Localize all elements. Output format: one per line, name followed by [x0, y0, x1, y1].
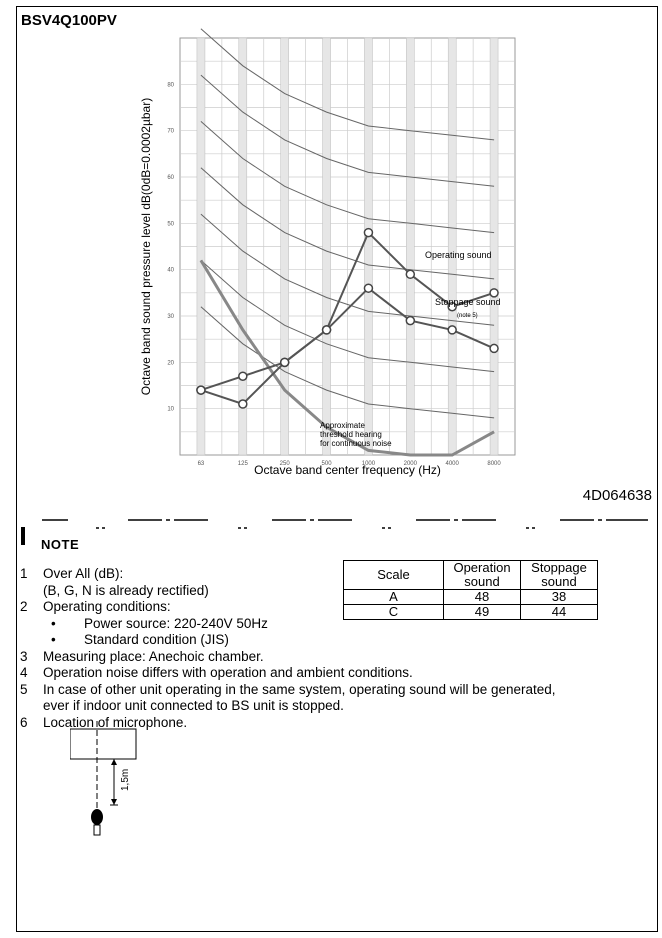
note-item: 2 Operating conditions:: [20, 599, 171, 614]
data-point: [447, 325, 457, 335]
data-point: [238, 371, 248, 381]
data-point: [363, 283, 374, 293]
band-column: [196, 37, 206, 456]
nc-curve: [200, 167, 495, 280]
table-cell: 49: [443, 604, 521, 620]
band-column: [238, 37, 248, 456]
x-tick-label: 4000: [446, 461, 460, 467]
annotation-operating: Operating sound: [425, 250, 492, 260]
note-item: 3 Measuring place: Anechoic chamber.: [20, 648, 264, 664]
threshold-curve: [199, 259, 495, 457]
x-axis-label: Octave band center frequency (Hz): [254, 463, 441, 477]
sound-chart: 63 125 250 500 1000 2000 4000 8000 10 20 30 40 50 60 7…: [139, 28, 516, 477]
annotation-stoppage: Stoppage sound: [435, 297, 501, 307]
y-axis-label: Octave band sound pressure level dB(0dB=…: [139, 98, 153, 395]
data-point: [196, 385, 206, 395]
data-point: [238, 399, 248, 409]
nc-curve: [200, 121, 495, 234]
data-point: [405, 315, 416, 326]
note-item: 1 Over All (dB):: [20, 566, 124, 581]
nc-curve: [200, 306, 495, 419]
x-tick-label: 1000: [362, 461, 376, 467]
y-tick-label: 70: [167, 129, 174, 135]
table-row: C 49 44: [343, 604, 598, 620]
data-point: [363, 227, 374, 238]
data-point: [447, 301, 457, 312]
y-tick-label: 30: [167, 314, 174, 320]
y-tick-label: 50: [167, 221, 174, 227]
data-point: [489, 343, 499, 354]
band-column: [447, 37, 457, 456]
note-subtext: (B, G, N is already rectified): [43, 582, 209, 598]
note-heading: NOTE: [41, 537, 80, 552]
y-tick-label: 80: [167, 82, 174, 88]
x-tick-label: 500: [322, 461, 333, 467]
scale-table: Scale Operation sound Stoppage sound A 4…: [343, 560, 598, 620]
x-tick-label: 63: [198, 461, 205, 467]
series-line: [200, 286, 495, 406]
page-frame: [16, 6, 658, 932]
band-column: [406, 37, 415, 456]
table-header-row: Scale Operation sound Stoppage sound: [343, 560, 598, 590]
data-point: [279, 357, 290, 368]
table-header-cell: Operation sound: [443, 560, 521, 590]
y-tick-label: 20: [167, 360, 174, 366]
x-tick-label: 250: [280, 461, 291, 467]
note-subtext: ever if indoor unit connected to BS unit…: [43, 698, 344, 713]
notes-list: 1 Over All (dB): (B, G, N is already rect…: [20, 566, 640, 731]
y-tick-label: 10: [167, 407, 174, 413]
data-point: [405, 269, 416, 280]
table-cell: 44: [520, 604, 598, 620]
data-point: [321, 325, 332, 335]
nc-curve: [200, 28, 495, 141]
note-marker: [21, 527, 25, 545]
y-tick-label: 40: [167, 268, 174, 274]
band-column: [322, 37, 331, 456]
data-point: [489, 288, 499, 298]
nc-curve: [200, 213, 495, 326]
model-title: BSV4Q100PV: [21, 12, 117, 29]
nc-curve: [200, 74, 495, 187]
band-column: [364, 37, 373, 456]
annotation-threshold: for continuous noise: [320, 439, 392, 448]
mic-distance-label: 1,5m: [120, 769, 131, 791]
separator-line: [42, 519, 648, 529]
band-column: [489, 37, 499, 456]
band-column: [280, 37, 289, 456]
x-tick-label: 125: [238, 461, 249, 467]
note-bullet: • Power source: 220-240V 50Hz: [51, 615, 268, 631]
y-tick-label: 60: [167, 175, 174, 181]
nc-curve: [200, 260, 495, 373]
x-tick-label: 2000: [404, 461, 418, 467]
microphone-diagram: 1,5m: [70, 721, 137, 836]
table-header-cell: Scale: [343, 560, 444, 590]
annotation-threshold: threshold hearing: [320, 430, 382, 439]
table-cell: 38: [520, 589, 598, 605]
x-tick-label: 8000: [487, 461, 501, 467]
annotation-threshold: Approximate: [320, 421, 365, 430]
microphone-icon: [91, 809, 103, 825]
annotation-stoppage-note: (note 5): [457, 313, 478, 319]
note-item: 5 In case of other unit operating in the …: [20, 681, 556, 697]
note-bullet: • Standard condition (JIS): [51, 632, 229, 647]
series-line: [200, 230, 495, 392]
drawing-code: 4D064638: [582, 487, 652, 504]
note-item: 4 Operation noise differs with operation …: [20, 665, 413, 680]
note-item: 6 Location of microphone.: [20, 714, 188, 730]
